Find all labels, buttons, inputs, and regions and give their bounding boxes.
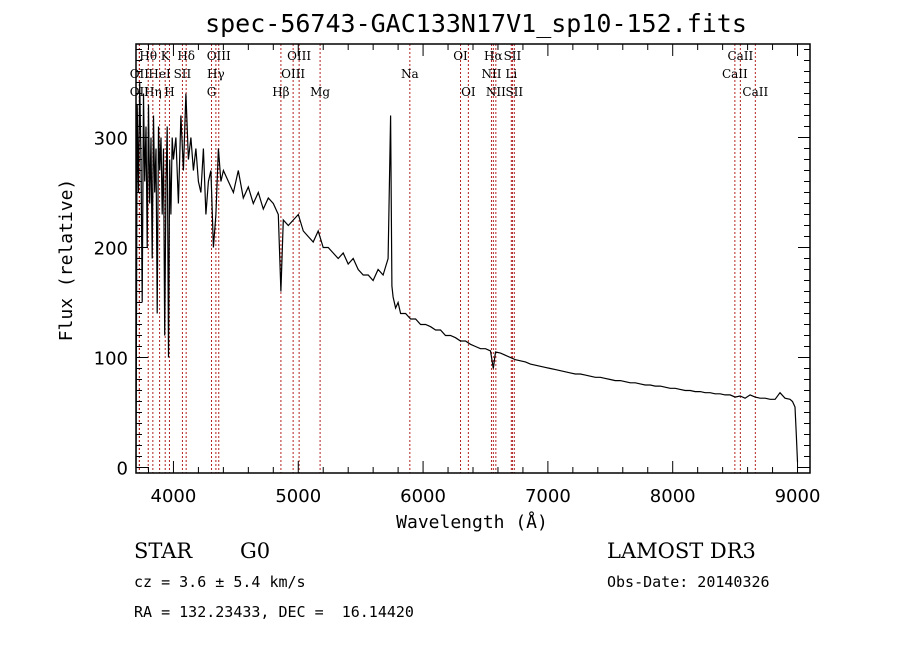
line-marker-label: K <box>161 49 171 63</box>
y-axis-ticks: 0 100 200 300 <box>94 49 810 480</box>
coordinates-readout: RA = 132.23433, DEC = 16.14420 <box>134 603 414 621</box>
line-marker-label: CaII <box>727 49 753 63</box>
line-marker-label: Mg <box>310 85 330 99</box>
line-marker-label: G <box>207 85 217 99</box>
x-tick-label: 8000 <box>650 486 696 507</box>
line-marker-label: NII <box>486 85 506 99</box>
spectrum-line <box>135 82 799 468</box>
x-axis-label: Wavelength (Å) <box>396 511 548 533</box>
line-marker-label: OII <box>130 67 150 81</box>
subclass: G0 <box>240 539 271 563</box>
obs-date: Obs-Date: 20140326 <box>607 573 770 591</box>
survey-label: LAMOST DR3 <box>607 539 756 563</box>
line-marker-label: Hδ <box>177 49 195 63</box>
x-tick-label: 9000 <box>775 486 821 507</box>
line-marker-label: Hη <box>144 85 162 99</box>
x-tick-label: 5000 <box>275 486 321 507</box>
chart-title: spec-56743-GAC133N17V1_sp10-152.fits <box>205 9 747 38</box>
plot-frame <box>135 43 811 474</box>
x-axis-ticks: 4000 5000 6000 7000 8000 9000 <box>147 44 821 507</box>
line-marker-label: OIII <box>207 49 231 63</box>
line-marker-label: Hθ <box>139 49 157 63</box>
line-marker-label: OI <box>453 49 468 63</box>
redshift-readout: cz = 3.6 ± 5.4 km/s <box>134 573 306 591</box>
line-marker-label: OI <box>461 85 476 99</box>
line-marker-label: OIII <box>287 49 311 63</box>
line-marker-label: CaII <box>722 67 748 81</box>
x-tick-label: 6000 <box>400 486 446 507</box>
x-tick-label: 4000 <box>151 486 197 507</box>
x-tick-label: 7000 <box>525 486 571 507</box>
line-marker-label: NII <box>481 67 501 81</box>
y-axis-label: Flux (relative) <box>56 179 77 342</box>
line-marker-label: Na <box>401 67 419 81</box>
object-class: STAR <box>134 539 193 563</box>
line-marker-label: Hα <box>484 49 503 63</box>
line-marker-label: OIII <box>281 67 305 81</box>
line-marker-label: HeI <box>148 67 171 81</box>
y-tick-label: 100 <box>94 349 128 370</box>
line-marker-label: SII <box>505 85 523 99</box>
line-marker-label: SII <box>174 67 192 81</box>
line-marker-label: Hγ <box>207 67 225 81</box>
line-marker-label: CaII <box>742 85 768 99</box>
y-tick-label: 200 <box>94 239 128 260</box>
line-marker-label: Li <box>505 67 517 81</box>
line-marker-label: H <box>164 85 174 99</box>
line-markers <box>138 44 756 473</box>
y-tick-label: 300 <box>94 129 128 150</box>
line-marker-labels: OIIOIIHθHηHeIKHSIIHδHγGOIIIHβOIIIOIIIMgN… <box>130 49 769 99</box>
y-tick-label: 0 <box>117 459 128 480</box>
line-marker-label: Hβ <box>272 85 289 99</box>
line-marker-label: SII <box>504 49 522 63</box>
